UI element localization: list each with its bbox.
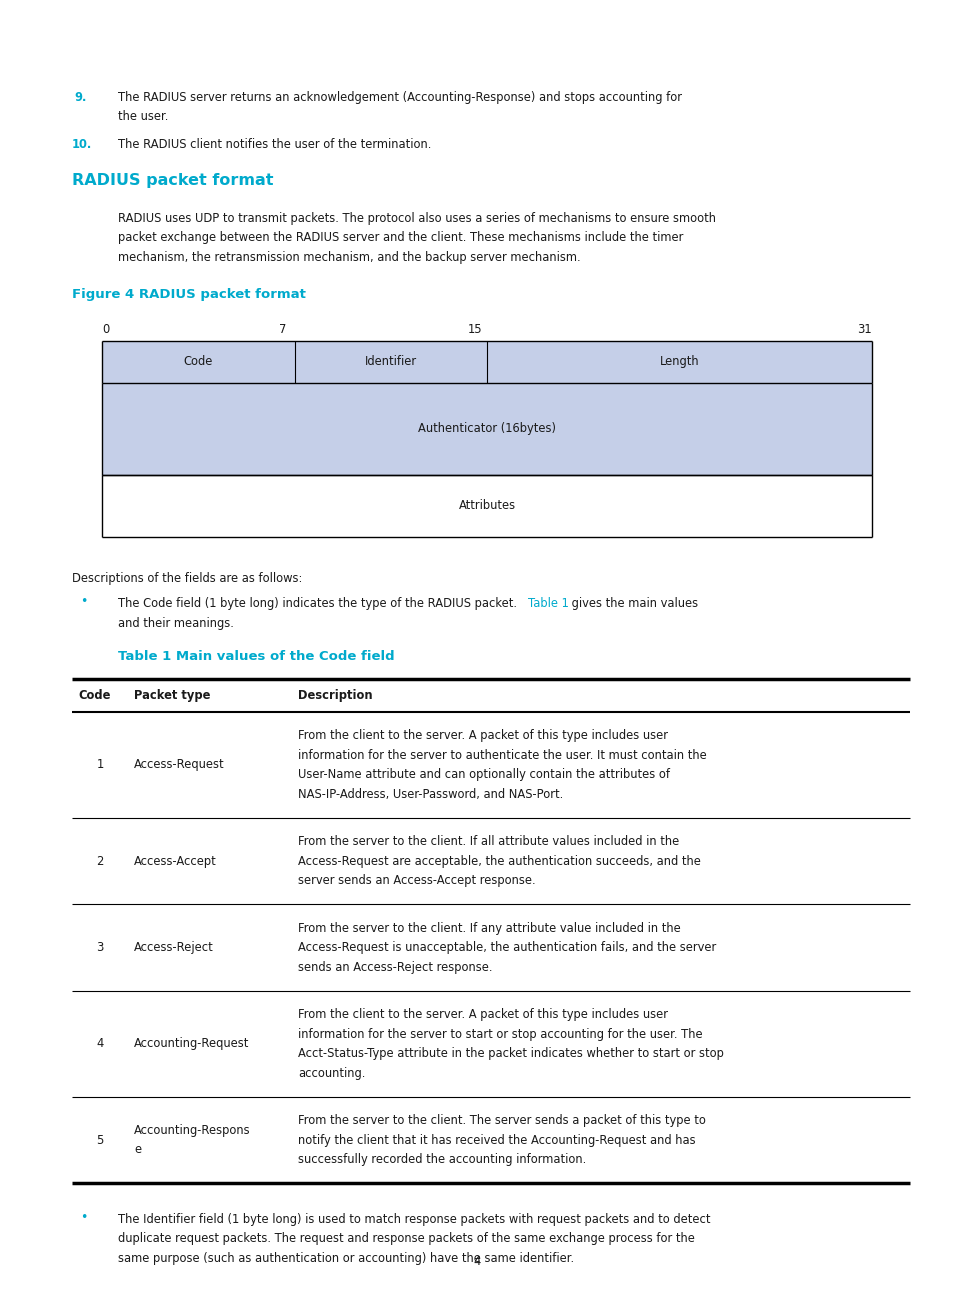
- Text: Authenticator (16bytes): Authenticator (16bytes): [417, 422, 556, 435]
- Text: Accounting-Respons: Accounting-Respons: [133, 1124, 251, 1137]
- Text: Accounting-Request: Accounting-Request: [133, 1038, 249, 1051]
- Text: notify the client that it has received the Accounting-Request and has: notify the client that it has received t…: [297, 1134, 695, 1147]
- Text: sends an Access-Reject response.: sends an Access-Reject response.: [297, 960, 492, 973]
- Text: 5: 5: [96, 1134, 104, 1147]
- Text: From the server to the client. If any attribute value included in the: From the server to the client. If any at…: [297, 921, 680, 934]
- Text: Description: Description: [297, 689, 373, 702]
- Text: Descriptions of the fields are as follows:: Descriptions of the fields are as follow…: [71, 572, 302, 584]
- Text: packet exchange between the RADIUS server and the client. These mechanisms inclu: packet exchange between the RADIUS serve…: [118, 232, 682, 245]
- Text: 9.: 9.: [74, 91, 87, 104]
- Text: 2: 2: [96, 854, 104, 868]
- Text: Access-Request is unacceptable, the authentication fails, and the server: Access-Request is unacceptable, the auth…: [297, 941, 716, 954]
- Text: 0: 0: [102, 323, 110, 336]
- Text: successfully recorded the accounting information.: successfully recorded the accounting inf…: [297, 1153, 586, 1166]
- Text: 7: 7: [278, 323, 286, 336]
- Text: and their meanings.: and their meanings.: [118, 617, 233, 630]
- Text: Table 1: Table 1: [527, 597, 568, 610]
- Text: Code: Code: [183, 355, 213, 368]
- Text: •: •: [80, 1210, 88, 1223]
- Text: Access-Request are acceptable, the authentication succeeds, and the: Access-Request are acceptable, the authe…: [297, 854, 700, 868]
- Text: Length: Length: [659, 355, 699, 368]
- Text: RADIUS uses UDP to transmit packets. The protocol also uses a series of mechanis: RADIUS uses UDP to transmit packets. The…: [118, 213, 716, 226]
- Bar: [102, 341, 294, 382]
- Text: From the server to the client. If all attribute values included in the: From the server to the client. If all at…: [297, 835, 679, 848]
- Text: Access-Accept: Access-Accept: [133, 854, 216, 868]
- Text: 4: 4: [473, 1255, 480, 1267]
- Text: The Identifier field (1 byte long) is used to match response packets with reques: The Identifier field (1 byte long) is us…: [118, 1213, 710, 1226]
- Text: The RADIUS server returns an acknowledgement (Accounting-Response) and stops acc: The RADIUS server returns an acknowledge…: [118, 91, 681, 104]
- Text: same purpose (such as authentication or accounting) have the same identifier.: same purpose (such as authentication or …: [118, 1252, 574, 1265]
- Text: 10.: 10.: [71, 137, 92, 150]
- Text: Table 1 Main values of the Code field: Table 1 Main values of the Code field: [118, 649, 395, 662]
- Text: Access-Reject: Access-Reject: [133, 941, 213, 954]
- Text: information for the server to authenticate the user. It must contain the: information for the server to authentica…: [297, 749, 706, 762]
- Bar: [294, 341, 486, 382]
- Text: gives the main values: gives the main values: [568, 597, 698, 610]
- Text: User-Name attribute and can optionally contain the attributes of: User-Name attribute and can optionally c…: [297, 769, 669, 781]
- Text: Packet type: Packet type: [133, 689, 211, 702]
- Text: duplicate request packets. The request and response packets of the same exchange: duplicate request packets. The request a…: [118, 1232, 694, 1245]
- Text: Identifier: Identifier: [364, 355, 416, 368]
- Text: 4: 4: [96, 1038, 104, 1051]
- Text: information for the server to start or stop accounting for the user. The: information for the server to start or s…: [297, 1028, 702, 1041]
- Text: 1: 1: [96, 758, 104, 771]
- Text: e: e: [133, 1143, 141, 1156]
- Text: mechanism, the retransmission mechanism, and the backup server mechanism.: mechanism, the retransmission mechanism,…: [118, 251, 580, 264]
- Text: Acct-Status-Type attribute in the packet indicates whether to start or stop: Acct-Status-Type attribute in the packet…: [297, 1047, 723, 1060]
- Text: The Code field (1 byte long) indicates the type of the RADIUS packet.: The Code field (1 byte long) indicates t…: [118, 597, 520, 610]
- Text: Figure 4 RADIUS packet format: Figure 4 RADIUS packet format: [71, 288, 306, 301]
- Text: the user.: the user.: [118, 110, 168, 123]
- Text: 3: 3: [96, 941, 104, 954]
- Text: •: •: [80, 595, 88, 608]
- Text: Attributes: Attributes: [458, 499, 515, 512]
- Text: server sends an Access-Accept response.: server sends an Access-Accept response.: [297, 875, 535, 888]
- Text: From the server to the client. The server sends a packet of this type to: From the server to the client. The serve…: [297, 1115, 705, 1128]
- Text: From the client to the server. A packet of this type includes user: From the client to the server. A packet …: [297, 730, 667, 743]
- Text: accounting.: accounting.: [297, 1067, 365, 1080]
- Text: RADIUS packet format: RADIUS packet format: [71, 172, 274, 188]
- Text: From the client to the server. A packet of this type includes user: From the client to the server. A packet …: [297, 1008, 667, 1021]
- Text: Access-Request: Access-Request: [133, 758, 224, 771]
- Bar: [102, 382, 871, 474]
- Text: 31: 31: [857, 323, 871, 336]
- Text: The RADIUS client notifies the user of the termination.: The RADIUS client notifies the user of t…: [118, 137, 431, 150]
- Bar: [486, 341, 871, 382]
- Bar: [102, 474, 871, 537]
- Text: NAS-IP-Address, User-Password, and NAS-Port.: NAS-IP-Address, User-Password, and NAS-P…: [297, 788, 562, 801]
- Text: Code: Code: [78, 689, 111, 702]
- Text: 15: 15: [467, 323, 482, 336]
